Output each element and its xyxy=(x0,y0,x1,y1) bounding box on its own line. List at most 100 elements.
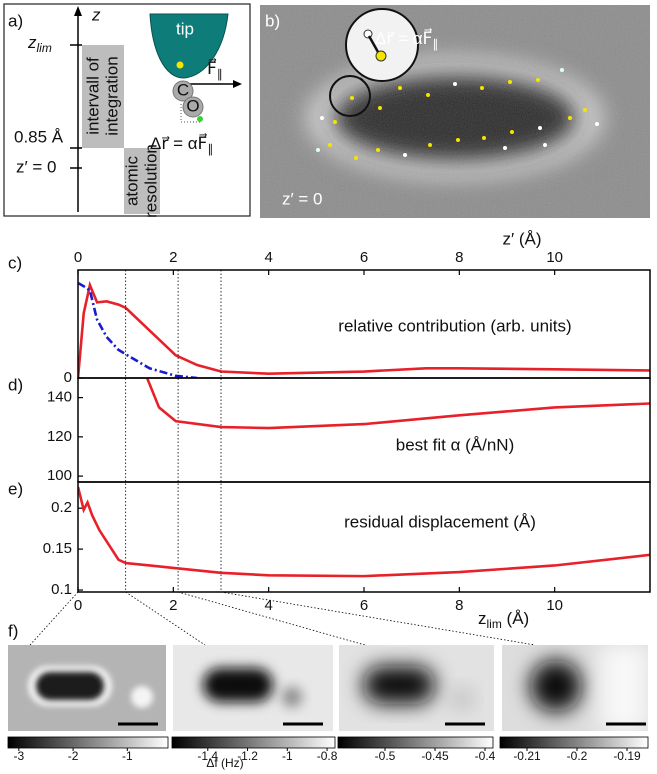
colorbar xyxy=(7,736,169,749)
atom-dot xyxy=(378,106,382,110)
series-line xyxy=(78,281,198,378)
x-tick-label: 4 xyxy=(264,597,272,614)
atom-dot xyxy=(503,146,507,150)
atom-label: C xyxy=(177,80,189,99)
atom-dot xyxy=(560,68,564,72)
colorbar-tick-label: -2 xyxy=(68,749,79,763)
adatom xyxy=(131,686,153,708)
colorbar-tick-label: -0.4 xyxy=(475,749,496,763)
y-tick-label: 0.2 xyxy=(51,499,72,516)
connector xyxy=(220,591,536,646)
panel-b-overlay: Δr⃗ = αF⃗∥ b) z′ = 0 xyxy=(265,8,438,208)
panel-label: e) xyxy=(8,479,23,498)
atomic-label: atomic xyxy=(122,155,141,206)
oxygen xyxy=(182,96,204,118)
colorbar-tick-label: -1.2 xyxy=(237,749,258,763)
colorbar xyxy=(171,736,336,749)
x-tick-label: 2 xyxy=(169,597,177,614)
y-tick-label: 0.1 xyxy=(51,581,72,598)
plot-frame xyxy=(77,377,651,483)
image xyxy=(502,645,648,731)
atom-dot xyxy=(568,116,572,120)
colorbar-tick-label: -0.2 xyxy=(567,749,588,763)
text: (Å) xyxy=(502,609,529,628)
text: ∥ xyxy=(207,142,213,156)
text: F⃗ xyxy=(207,57,217,78)
atom-dot xyxy=(398,86,402,90)
text: lim xyxy=(37,41,52,55)
integration-label: integration xyxy=(102,56,121,135)
series-line xyxy=(78,486,650,578)
atom-dot xyxy=(482,136,486,140)
colorbar xyxy=(499,736,649,749)
y-tick-label: 120 xyxy=(47,428,72,445)
displacement-label: Δr⃗ = αF⃗∥ xyxy=(150,132,213,156)
zlim-label: zlim xyxy=(27,33,52,55)
zoom-inset xyxy=(345,8,419,82)
atomic-label: resolution xyxy=(141,144,160,218)
marker xyxy=(197,116,203,122)
colorbar-tick-label: -0.21 xyxy=(513,749,541,763)
x-tick-label: 10 xyxy=(546,597,563,614)
colorbar-tick-label: -0.45 xyxy=(421,749,449,763)
x-tick-label: 0 xyxy=(74,597,82,614)
force-label: F⃗∥ xyxy=(207,57,223,81)
colorbar-tick-label: -1 xyxy=(122,749,133,763)
molecule xyxy=(530,660,582,712)
colorbar xyxy=(337,736,494,749)
atom-dot xyxy=(508,80,512,84)
z0-label: z′ = 0 xyxy=(16,157,57,176)
connector xyxy=(177,591,366,646)
bright-region xyxy=(600,645,648,731)
marker xyxy=(176,61,184,69)
x-tick-label: 10 xyxy=(546,249,563,266)
panel-b xyxy=(260,5,650,218)
x-tick-label: 6 xyxy=(360,597,368,614)
tip-shape xyxy=(149,13,229,79)
atom-dot xyxy=(403,153,407,157)
z085-label: 0.85 Å xyxy=(14,127,64,146)
colorbar-tick-label: -0.19 xyxy=(613,749,641,763)
x-tick-label: 6 xyxy=(360,249,368,266)
y-tick-label: 100 xyxy=(47,467,72,484)
atom-dot xyxy=(510,130,514,134)
atom-dot xyxy=(426,93,430,97)
x-axis-label: zlim (Å) xyxy=(478,609,529,631)
atom-dot xyxy=(480,86,484,90)
molecule xyxy=(36,672,104,700)
image xyxy=(8,645,166,731)
atom-dot xyxy=(333,120,337,124)
image xyxy=(173,645,333,731)
atom-dot xyxy=(354,156,358,160)
displacement-label: Δr⃗ = αF⃗∥ xyxy=(375,27,438,51)
atom-dot xyxy=(456,138,460,142)
atom-dot xyxy=(538,126,542,130)
atom-dot xyxy=(316,148,320,152)
noise xyxy=(260,5,650,218)
series-line xyxy=(78,280,650,378)
arrowhead xyxy=(233,80,242,88)
colorbar-tick-label: -0.8 xyxy=(317,749,338,763)
atom-dots xyxy=(316,68,599,160)
x-tick-label: 2 xyxy=(169,249,177,266)
marker xyxy=(375,50,387,62)
zoom-circle xyxy=(329,75,371,117)
tip-label: tip xyxy=(176,19,194,38)
text: z xyxy=(27,33,37,52)
text: ∥ xyxy=(217,67,223,81)
atom-dot xyxy=(320,116,324,120)
carbon xyxy=(172,80,194,102)
connector xyxy=(125,591,206,646)
colorbar-tick-label: -3 xyxy=(14,749,25,763)
text: ∥ xyxy=(432,37,438,51)
arrow xyxy=(367,35,380,53)
y-tick-label: 0 xyxy=(64,369,72,386)
atomic-block xyxy=(124,148,160,214)
x-tick-label: 4 xyxy=(264,249,272,266)
atom-dot xyxy=(453,82,457,86)
atom-dot xyxy=(583,108,587,112)
annotation: relative contribution (arb. units) xyxy=(338,316,571,335)
text: z xyxy=(478,609,487,628)
series-line xyxy=(145,378,650,430)
